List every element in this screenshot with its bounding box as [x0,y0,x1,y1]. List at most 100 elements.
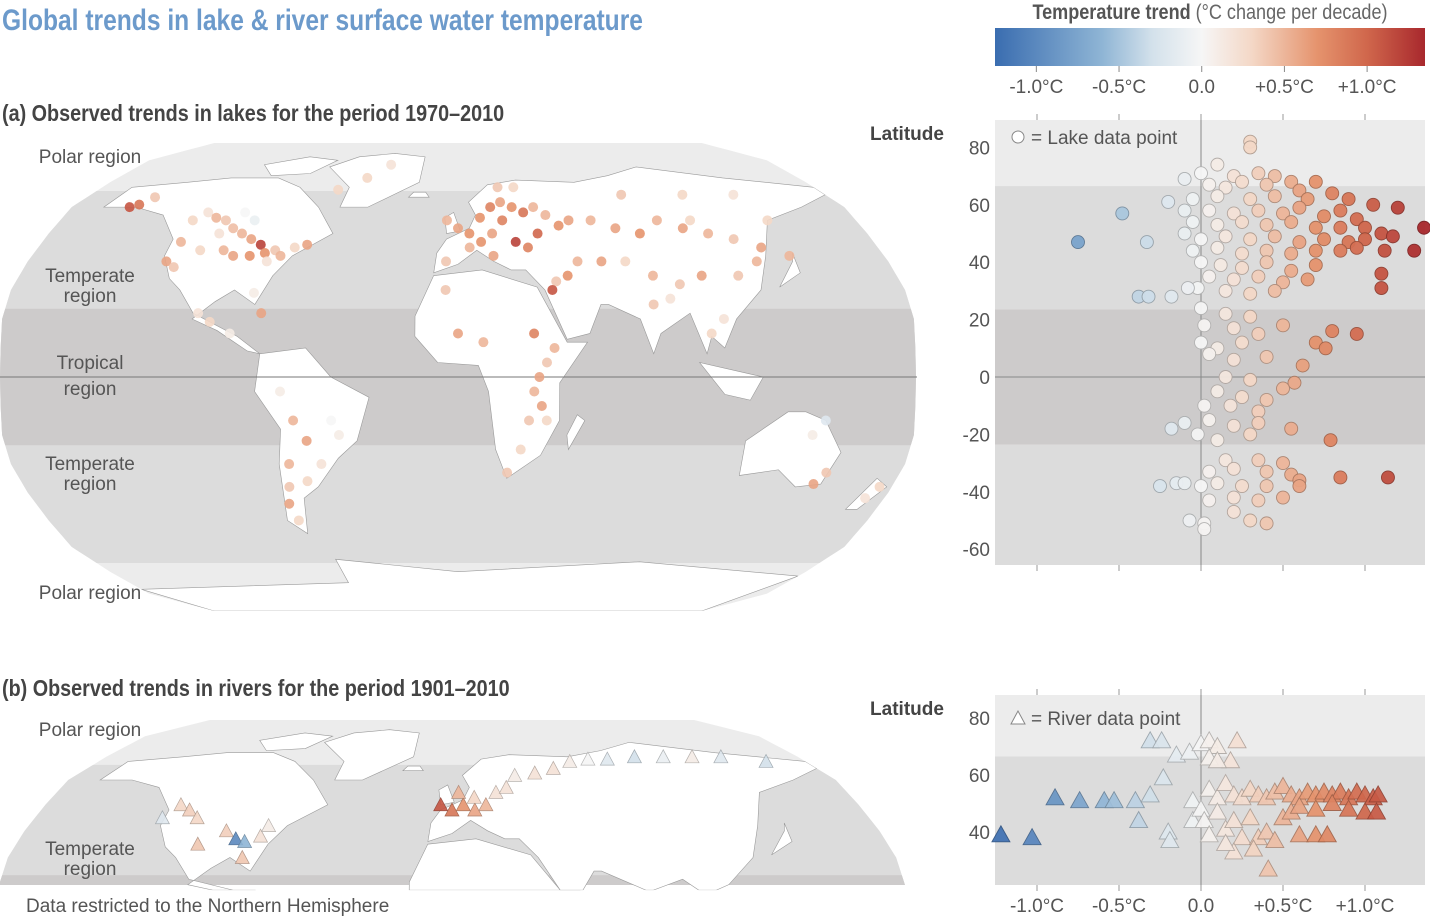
river-data-point [1317,824,1338,843]
lake-map-point [529,386,540,397]
lake-data-point [1284,421,1299,436]
lake-map-point [386,159,397,170]
y-tick-label: 40 [969,253,990,274]
lake-map-point [808,479,819,490]
river-map-point [451,784,467,799]
lake-data-point [1366,197,1381,212]
lake-data-point [1194,479,1208,494]
region-label-temperate-north-2: region [64,286,117,307]
lake-data-point [1226,206,1241,221]
river-map-point [626,749,643,764]
lake-data-point [1218,370,1233,384]
lake-data-point [1164,421,1179,436]
river-note: Data restricted to the Northern Hemisphe… [26,896,389,917]
river-map-point [562,753,578,768]
lake-map-point [203,207,214,218]
lake-map-point [497,215,508,226]
y-tick-label: 40 [969,823,990,844]
lake-data-point [1177,172,1192,186]
lake-map-point [326,415,337,426]
river-data-point [1215,833,1236,851]
river-map-point [498,779,514,794]
lake-data-point [1235,335,1249,350]
lake-map-point [316,459,327,470]
river-map-point [655,749,671,764]
lake-data-point [1197,398,1212,413]
colorbar-tick-label: +0.5°C [1255,77,1314,98]
lake-data-point [1226,504,1241,519]
river-map-point [466,789,482,804]
lake-data-point [1202,464,1217,479]
lake-data-point [1210,433,1225,448]
lake-data-point [1235,246,1249,261]
land-mass [566,414,586,451]
lake-data-point [1161,194,1176,209]
river-map-point [467,802,483,817]
lake-data-point [1185,243,1200,258]
region-label-temperate-north: Temperate [45,266,135,287]
panel-a-heading: (a) Observed trends in lakes for the per… [2,101,504,127]
lake-data-point [1226,272,1241,287]
lake-map-point [563,215,574,226]
lake-map-point [228,223,239,234]
river-data-point [1243,839,1264,857]
lake-map-point [474,212,485,223]
river-data-point [1220,750,1241,769]
river-data-point [1183,790,1203,809]
lake-data-point [1276,490,1290,505]
lake-map-point [510,236,521,247]
lake-map-point [784,250,795,261]
lake-data-point [1295,358,1310,373]
lake-map-point [214,228,225,239]
lake-map-point [733,270,744,281]
lake-data-point [1210,217,1225,232]
land-mass [408,838,581,891]
lake-data-point [1235,260,1249,275]
lake-data-point [1190,427,1205,442]
lake-data-point [1218,229,1233,244]
lake-data-point [1267,283,1282,298]
river-map-point [684,749,700,764]
land-mass [402,765,424,772]
lake-data-point [1177,226,1192,241]
lake-map-point [302,239,313,250]
y-tick-label: 60 [969,766,990,787]
river-data-point [1199,779,1219,797]
river-data-point [1368,785,1388,803]
lake-data-point [1243,192,1258,207]
river-map-point [758,753,774,768]
lake-data-point [1323,433,1338,448]
river-map-point [599,751,615,766]
lake-map-point [240,207,251,218]
lake-map-point [696,270,707,281]
lake-data-point [1259,516,1274,531]
y-tick-label: 20 [969,311,990,332]
lake-data-point [1202,493,1217,508]
river-latitude-label: Latitude [870,699,944,720]
lake-map-point [515,444,526,455]
lake-data-point [1259,479,1274,494]
lake-map-point [256,308,267,319]
lake-data-point [1276,318,1290,333]
lake-map-point [204,316,215,327]
land-mass [407,191,430,198]
river-map-point [455,797,471,812]
river-map-point [218,823,234,838]
lake-map-point [150,192,161,203]
river-data-point [1069,790,1090,809]
lake-data-point [1259,464,1274,479]
lake-data-point [1259,217,1274,232]
lake-map-point [508,182,519,193]
lake-data-point [1308,220,1323,235]
lake-map-point [124,202,135,213]
lake-map [0,143,917,611]
lake-data-point [1349,240,1364,255]
lake-data-point [1210,157,1225,172]
lake-latitude-label: Latitude [870,124,944,145]
lake-data-point [1333,220,1348,235]
lake-data-point [1202,413,1217,427]
river-map-point [181,802,198,817]
lake-map-point [161,256,172,267]
land-mass [414,269,589,479]
lake-data-point [1251,166,1266,181]
